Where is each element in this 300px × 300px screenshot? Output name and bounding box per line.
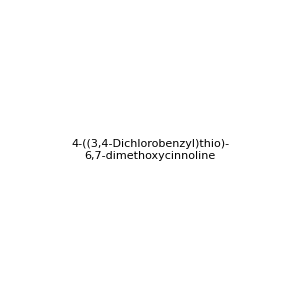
Text: 4-((3,4-Dichlorobenzyl)thio)-
6,7-dimethoxycinnoline: 4-((3,4-Dichlorobenzyl)thio)- 6,7-dimeth…	[71, 139, 229, 161]
